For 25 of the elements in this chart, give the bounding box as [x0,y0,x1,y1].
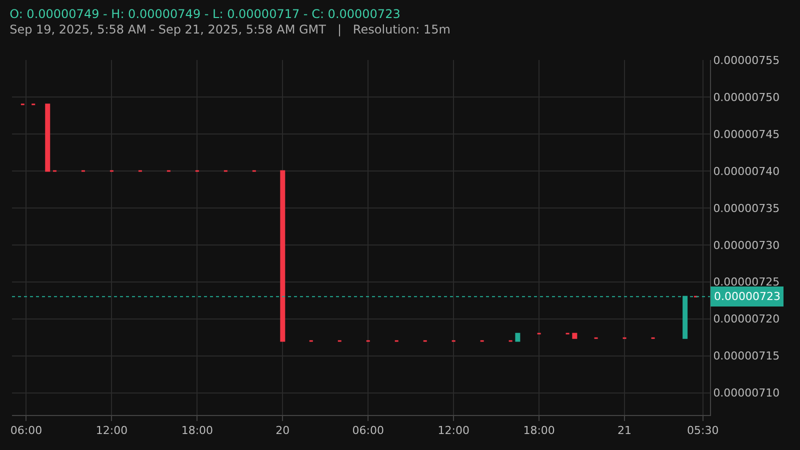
ref-line-label: 0.00000723 [714,290,780,303]
x-tick-label: 05:30 [687,424,719,438]
y-tick-label: 0.00000710 [713,386,780,400]
candlestick [515,332,520,342]
y-tick-label: 0.00000725 [713,276,780,289]
x-tick-label: 18:00 [181,424,214,438]
y-tick-label: 0.00000755 [713,54,780,67]
candlestick [45,104,50,172]
x-tick-label: 06:00 [352,424,384,438]
x-tick-label: 18:00 [523,424,555,438]
y-tick-label: 0.00000715 [713,350,780,363]
x-tick-label: 21 [618,424,632,438]
y-tick-label: 0.00000745 [713,128,780,141]
x-tick-label: 12:00 [438,424,470,438]
y-tick-label: 0.00000735 [713,202,780,215]
x-tick-label: 20 [276,424,290,438]
y-tick-label: 0.00000750 [713,90,780,104]
candlestick [572,332,578,339]
y-tick-label: 0.00000730 [713,238,780,252]
y-tick-label: 0.00000740 [713,164,780,178]
x-tick-label: 06:00 [10,424,42,438]
chart-subtitle: Sep 19, 2025, 5:58 AM - Sep 21, 2025, 5:58 AM GMT | Resolution: 15m [10,22,450,37]
y-tick-label: 0.00000720 [713,312,780,326]
x-tick-label: 12:00 [96,424,128,438]
chart-title: O: 0.00000749 - H: 0.00000749 - L: 0.00000717 - C: 0.00000723 [10,7,400,21]
